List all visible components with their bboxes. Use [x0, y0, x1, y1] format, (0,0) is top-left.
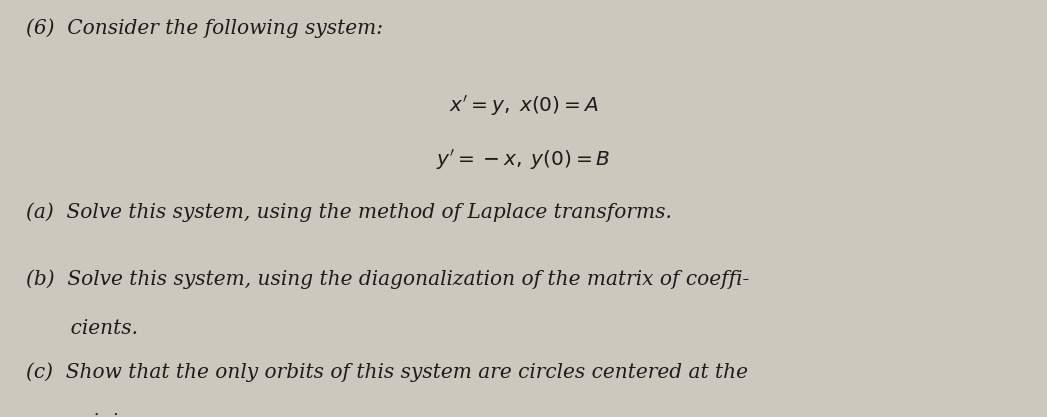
Text: $y^{\prime} = -x,\; y(0) = B$: $y^{\prime} = -x,\; y(0) = B$ [437, 148, 610, 172]
Text: (a)  Solve this system, using the method of Laplace transforms.: (a) Solve this system, using the method … [26, 202, 672, 222]
Text: (6)  Consider the following system:: (6) Consider the following system: [26, 19, 383, 38]
Text: origin.: origin. [26, 413, 137, 417]
Text: (c)  Show that the only orbits of this system are circles centered at the: (c) Show that the only orbits of this sy… [26, 363, 749, 382]
Text: cients.: cients. [26, 319, 138, 338]
Text: (b)  Solve this system, using the diagonalization of the matrix of coeffi-: (b) Solve this system, using the diagona… [26, 269, 750, 289]
Text: $x^{\prime} = y,\; x(0) = A$: $x^{\prime} = y,\; x(0) = A$ [449, 94, 598, 118]
